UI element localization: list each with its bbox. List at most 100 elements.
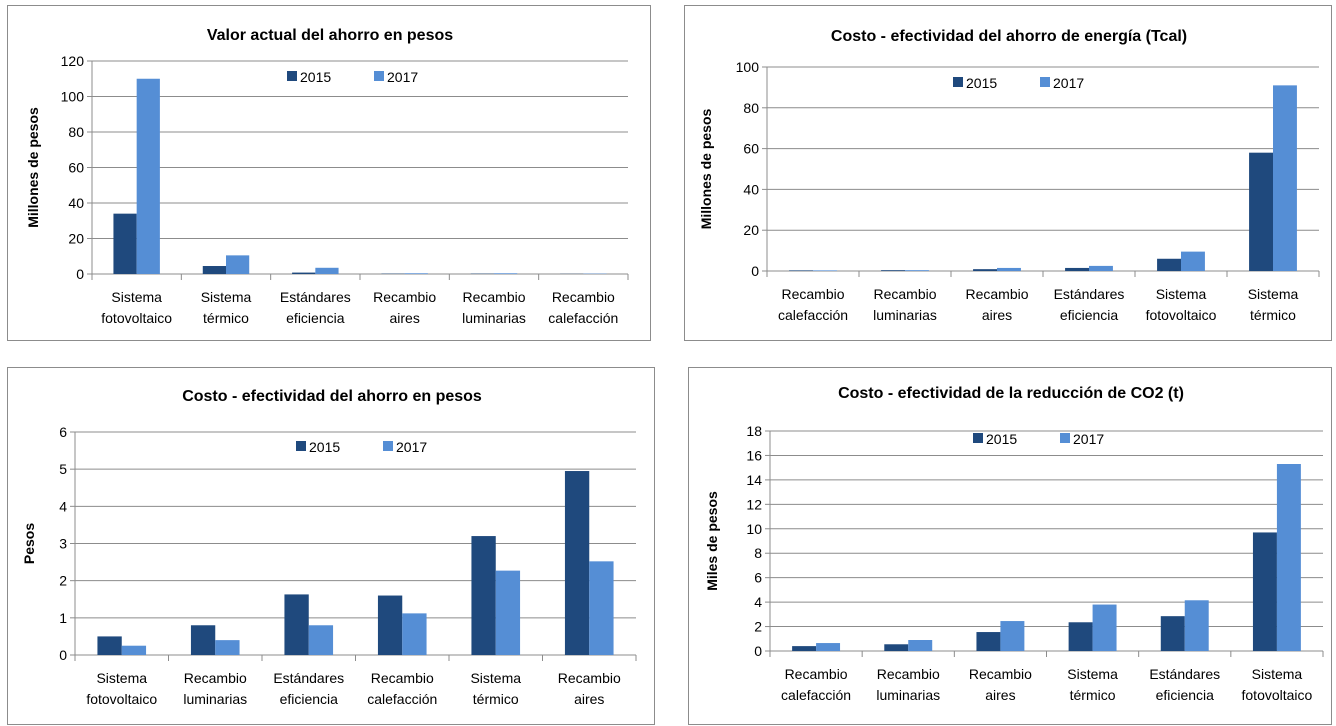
y-tick-label: 120 <box>61 53 85 69</box>
bar-2017-5 <box>1273 85 1297 271</box>
bar-2015-2 <box>292 273 315 274</box>
chart-panel-costo-co2: Costo - efectividad de la reducción de C… <box>688 367 1332 725</box>
x-category-label-line: Estándares <box>1054 286 1125 302</box>
x-category-label: Recambio aires <box>373 289 436 326</box>
x-category-label-line: térmico <box>473 691 519 707</box>
y-tick-label: 0 <box>76 266 84 282</box>
x-category-label-line: térmico <box>203 310 249 326</box>
legend-label-2015: 2015 <box>966 75 997 91</box>
bar-2015-3 <box>378 596 402 655</box>
bar-2015-0 <box>792 646 816 651</box>
bar-2017-5 <box>1277 464 1301 651</box>
legend-label-2017: 2017 <box>387 69 418 85</box>
bar-2017-0 <box>122 646 146 655</box>
x-category-label-line: Estándares <box>1149 666 1220 682</box>
legend-swatch-2017 <box>1060 433 1070 443</box>
y-tick-label: 3 <box>59 536 67 552</box>
legend-label-2017: 2017 <box>1053 75 1084 91</box>
y-tick-label: 20 <box>68 231 84 247</box>
x-category-label-line: luminarias <box>876 687 940 703</box>
bar-2017-1 <box>226 255 249 274</box>
chart-title: Valor actual del ahorro en pesos <box>207 27 453 44</box>
y-axis-label: Pesos <box>21 523 37 564</box>
legend-swatch-2015 <box>973 433 983 443</box>
bar-2017-0 <box>816 643 840 651</box>
bar-2017-4 <box>1185 600 1209 651</box>
legend-swatch-2015 <box>287 71 297 81</box>
bar-2015-0 <box>789 270 813 271</box>
bar-2017-3 <box>1093 605 1117 651</box>
chart-svg: Costo - efectividad del ahorro en pesos P… <box>8 368 656 726</box>
x-category-label-line: aires <box>574 691 604 707</box>
bar-2015-5 <box>1253 532 1277 651</box>
bar-2017-2 <box>997 268 1021 271</box>
x-category-label-line: calefacción <box>367 691 437 707</box>
bar-2017-2 <box>1000 621 1024 651</box>
chart-title: Costo - efectividad de la reducción de C… <box>838 385 1184 402</box>
y-tick-label: 2 <box>59 573 67 589</box>
y-axis-label: Miles de pesos <box>704 491 720 591</box>
x-category-label-line: aires <box>389 310 419 326</box>
chart-svg: Valor actual del ahorro en pesosMillones… <box>8 6 652 342</box>
y-tick-label: 16 <box>746 447 762 463</box>
x-category-label-line: Recambio <box>371 670 434 686</box>
bar-2017-1 <box>905 270 929 271</box>
chart-title: Costo - efectividad del ahorro en pesos <box>182 388 482 405</box>
y-tick-label: 6 <box>59 424 67 440</box>
y-tick-label: 18 <box>746 423 762 439</box>
x-category-label-line: Sistema <box>1248 286 1299 302</box>
legend-label-2017: 2017 <box>1073 431 1104 447</box>
x-category-label-line: térmico <box>1250 307 1296 323</box>
y-tick-label: 4 <box>59 498 67 514</box>
y-tick-label: 0 <box>751 263 759 279</box>
y-tick-label: 10 <box>746 521 762 537</box>
x-category-label-line: Sistema <box>1252 666 1303 682</box>
bar-2017-0 <box>813 270 837 271</box>
bar-2015-3 <box>1069 622 1093 651</box>
legend-label-2017: 2017 <box>396 439 427 455</box>
x-category-label-line: eficiencia <box>280 691 339 707</box>
y-tick-label: 5 <box>59 461 67 477</box>
y-tick-label: 80 <box>743 100 759 116</box>
y-axis-label: Millones de pesos <box>698 108 714 229</box>
y-tick-label: 80 <box>68 124 84 140</box>
x-category-label-line: aires <box>985 687 1015 703</box>
chart-panel-costo-energia: Costo - efectividad del ahorro de energí… <box>684 5 1332 341</box>
x-category-label-line: eficiencia <box>286 310 345 326</box>
bar-2015-5 <box>565 471 589 655</box>
x-category-label-line: Recambio <box>877 666 940 682</box>
y-tick-label: 4 <box>754 594 762 610</box>
bar-2015-2 <box>284 594 308 655</box>
y-tick-label: 6 <box>754 570 762 586</box>
x-category-label-line: aires <box>982 307 1012 323</box>
legend-label-2015: 2015 <box>300 69 331 85</box>
legend-label-2015: 2015 <box>986 431 1017 447</box>
bar-2015-1 <box>203 266 226 274</box>
y-tick-label: 100 <box>736 59 760 75</box>
x-category-label-line: calefacción <box>778 307 848 323</box>
y-tick-label: 20 <box>743 222 759 238</box>
bar-2015-1 <box>884 644 908 651</box>
bar-2015-4 <box>1161 616 1185 651</box>
bar-2015-5 <box>1249 153 1273 271</box>
bar-2017-3 <box>1089 266 1113 271</box>
y-tick-label: 60 <box>68 160 84 176</box>
bar-2017-1 <box>215 640 239 655</box>
chart-svg: Costo - efectividad de la reducción de C… <box>689 368 1333 726</box>
legend-swatch-2015 <box>296 441 306 451</box>
bar-2017-4 <box>1181 252 1205 271</box>
chart-svg: Costo - efectividad del ahorro de energí… <box>685 6 1333 342</box>
x-category-label-line: Recambio <box>969 666 1032 682</box>
bar-2017-0 <box>137 79 160 274</box>
bar-2017-5 <box>589 561 613 655</box>
x-category-label-line: Recambio <box>373 289 436 305</box>
bar-2015-3 <box>1065 268 1089 271</box>
